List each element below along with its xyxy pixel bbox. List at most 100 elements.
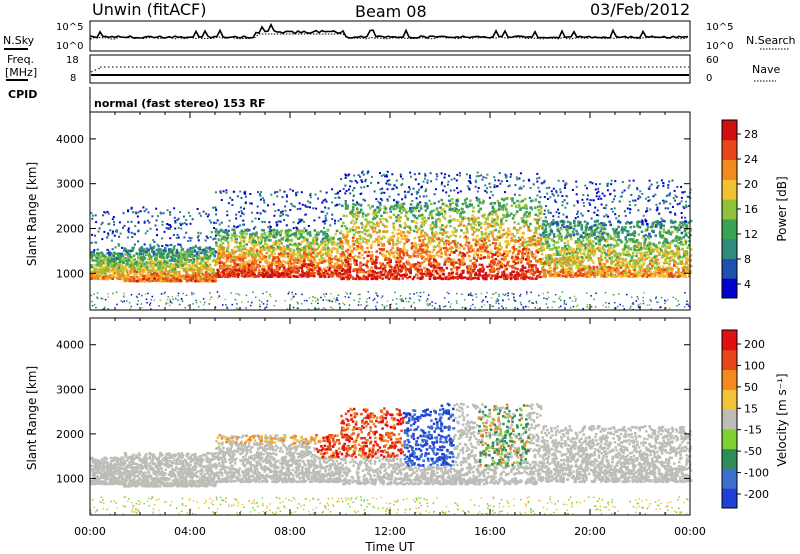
power-cell: [225, 272, 229, 276]
noise-left-tick-low: 10^0: [56, 41, 83, 52]
power-cell: [194, 244, 197, 247]
power-cell: [435, 225, 438, 228]
power-cell: [366, 172, 369, 175]
power-cell: [535, 260, 538, 263]
power-cell: [526, 243, 529, 247]
power-cell: [361, 253, 364, 257]
power-cell: [523, 222, 526, 225]
power-cell: [220, 275, 223, 278]
power-cell: [274, 210, 277, 212]
power-cell: [525, 223, 528, 226]
power-cell: [281, 272, 284, 275]
power-cell: [321, 247, 325, 250]
power-cell: [180, 227, 183, 230]
power-cell: [449, 225, 452, 228]
power-cell: [94, 259, 98, 262]
power-cell: [155, 252, 159, 256]
power-cell: [98, 274, 101, 277]
power-cell: [93, 267, 97, 270]
power-cell: [227, 225, 230, 228]
power-cell: [158, 275, 162, 279]
power-cell: [479, 269, 482, 273]
power-cell: [231, 268, 235, 272]
power-cell: [347, 253, 350, 257]
power-cell: [323, 220, 326, 223]
power-cell: [277, 209, 280, 212]
power-cell: [213, 264, 217, 267]
power-cell: [455, 208, 458, 211]
power-cell: [189, 259, 192, 262]
power-cell: [203, 253, 207, 257]
power-cell: [377, 271, 380, 274]
power-cell: [326, 259, 329, 262]
power-cell: [145, 266, 149, 269]
power-cell: [446, 231, 449, 234]
power-cell: [166, 252, 170, 256]
power-cell: [412, 252, 415, 256]
power-cell: [328, 266, 332, 270]
power-cell: [205, 250, 208, 253]
power-cell: [268, 261, 271, 264]
power-cell: [272, 269, 275, 272]
power-cell: [149, 275, 152, 279]
power-cell: [524, 244, 527, 248]
power-cell: [162, 249, 166, 252]
power-cell: [239, 244, 242, 248]
power-cell: [277, 220, 280, 223]
power-cell: [491, 259, 495, 262]
power-cell: [184, 251, 188, 255]
power-cell: [153, 269, 156, 272]
power-cell: [151, 279, 155, 282]
power-cell: [309, 259, 312, 262]
power-cell: [333, 242, 337, 246]
power-cell: [182, 269, 186, 273]
power-cell: [465, 205, 469, 208]
power-cell: [388, 242, 391, 245]
power-cell: [273, 214, 276, 217]
power-cell: [268, 254, 271, 258]
power-cell: [181, 222, 184, 225]
power-cell: [432, 245, 436, 248]
power-cell: [364, 218, 367, 221]
power-cell: [425, 219, 428, 222]
power-cell: [299, 259, 302, 263]
power-cell: [91, 254, 94, 258]
power-cell: [129, 264, 132, 267]
power-cell: [230, 252, 233, 255]
power-cell: [402, 263, 405, 266]
power-cell: [305, 229, 308, 232]
power-cell: [326, 239, 330, 242]
power-cell: [242, 219, 245, 222]
power-cell: [263, 239, 267, 242]
power-cell: [402, 231, 405, 234]
power-cell: [396, 239, 399, 242]
power-cell: [504, 197, 507, 201]
power-cell: [197, 278, 201, 281]
power-cell: [341, 247, 344, 251]
power-cell: [312, 243, 316, 247]
power-cell: [415, 206, 419, 209]
power-cell: [417, 236, 421, 239]
power-cell: [200, 251, 204, 254]
power-cell: [282, 213, 284, 216]
power-cell: [401, 207, 405, 211]
power-cell: [373, 208, 377, 212]
power-cell: [376, 206, 379, 209]
power-cell: [448, 208, 451, 212]
power-cell: [94, 214, 97, 217]
power-cell: [478, 201, 481, 204]
power-cell: [130, 262, 133, 265]
power-cell: [284, 261, 288, 264]
power-cell: [331, 275, 334, 278]
power-cell: [113, 258, 116, 261]
power-cell: [438, 245, 441, 249]
power-cell: [213, 254, 216, 258]
power-cell: [286, 273, 289, 276]
power-cell: [274, 248, 277, 251]
power-cell: [110, 239, 113, 242]
power-cell: [377, 235, 381, 238]
power-cell: [516, 199, 519, 203]
power-cell: [345, 174, 348, 177]
power-cell: [457, 258, 461, 262]
power-cell: [284, 209, 287, 212]
